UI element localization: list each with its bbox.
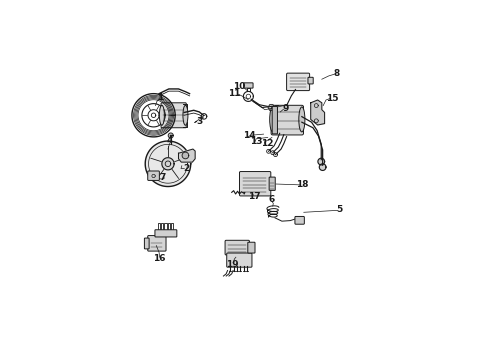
Text: 10: 10: [233, 82, 245, 91]
FancyBboxPatch shape: [271, 105, 303, 135]
Text: 16: 16: [153, 255, 165, 264]
Text: 18: 18: [295, 180, 308, 189]
FancyBboxPatch shape: [161, 103, 186, 128]
FancyBboxPatch shape: [287, 73, 310, 91]
Polygon shape: [268, 105, 275, 111]
Polygon shape: [318, 158, 324, 165]
FancyBboxPatch shape: [269, 177, 275, 190]
Polygon shape: [178, 149, 195, 162]
Text: 19: 19: [226, 260, 239, 269]
FancyBboxPatch shape: [147, 235, 166, 251]
Text: 6: 6: [269, 195, 275, 204]
Polygon shape: [319, 164, 326, 170]
Ellipse shape: [270, 107, 276, 132]
FancyBboxPatch shape: [155, 230, 177, 237]
Polygon shape: [162, 158, 174, 170]
FancyBboxPatch shape: [147, 171, 159, 180]
Text: 3: 3: [196, 117, 203, 126]
Text: 17: 17: [248, 192, 261, 201]
Text: 14: 14: [243, 131, 255, 140]
Text: 4: 4: [167, 136, 173, 145]
FancyBboxPatch shape: [295, 216, 304, 224]
FancyBboxPatch shape: [145, 238, 149, 249]
FancyBboxPatch shape: [248, 242, 255, 253]
Ellipse shape: [183, 105, 188, 125]
Text: 7: 7: [159, 173, 166, 182]
FancyBboxPatch shape: [272, 107, 277, 134]
Text: 12: 12: [261, 139, 273, 148]
FancyBboxPatch shape: [225, 240, 249, 255]
Text: 2: 2: [183, 164, 190, 173]
FancyBboxPatch shape: [244, 83, 253, 88]
Polygon shape: [311, 100, 324, 125]
Polygon shape: [168, 133, 173, 138]
FancyBboxPatch shape: [227, 253, 252, 267]
Text: 9: 9: [282, 104, 289, 113]
Polygon shape: [145, 141, 191, 186]
Text: 5: 5: [337, 205, 343, 214]
Text: 1: 1: [157, 93, 163, 102]
FancyBboxPatch shape: [308, 77, 313, 84]
Text: 11: 11: [228, 89, 240, 98]
Text: 8: 8: [334, 69, 340, 78]
Text: 13: 13: [250, 136, 263, 145]
Ellipse shape: [299, 107, 305, 132]
Ellipse shape: [159, 105, 164, 125]
FancyBboxPatch shape: [240, 172, 271, 196]
Polygon shape: [182, 152, 189, 159]
Text: 15: 15: [326, 94, 339, 103]
